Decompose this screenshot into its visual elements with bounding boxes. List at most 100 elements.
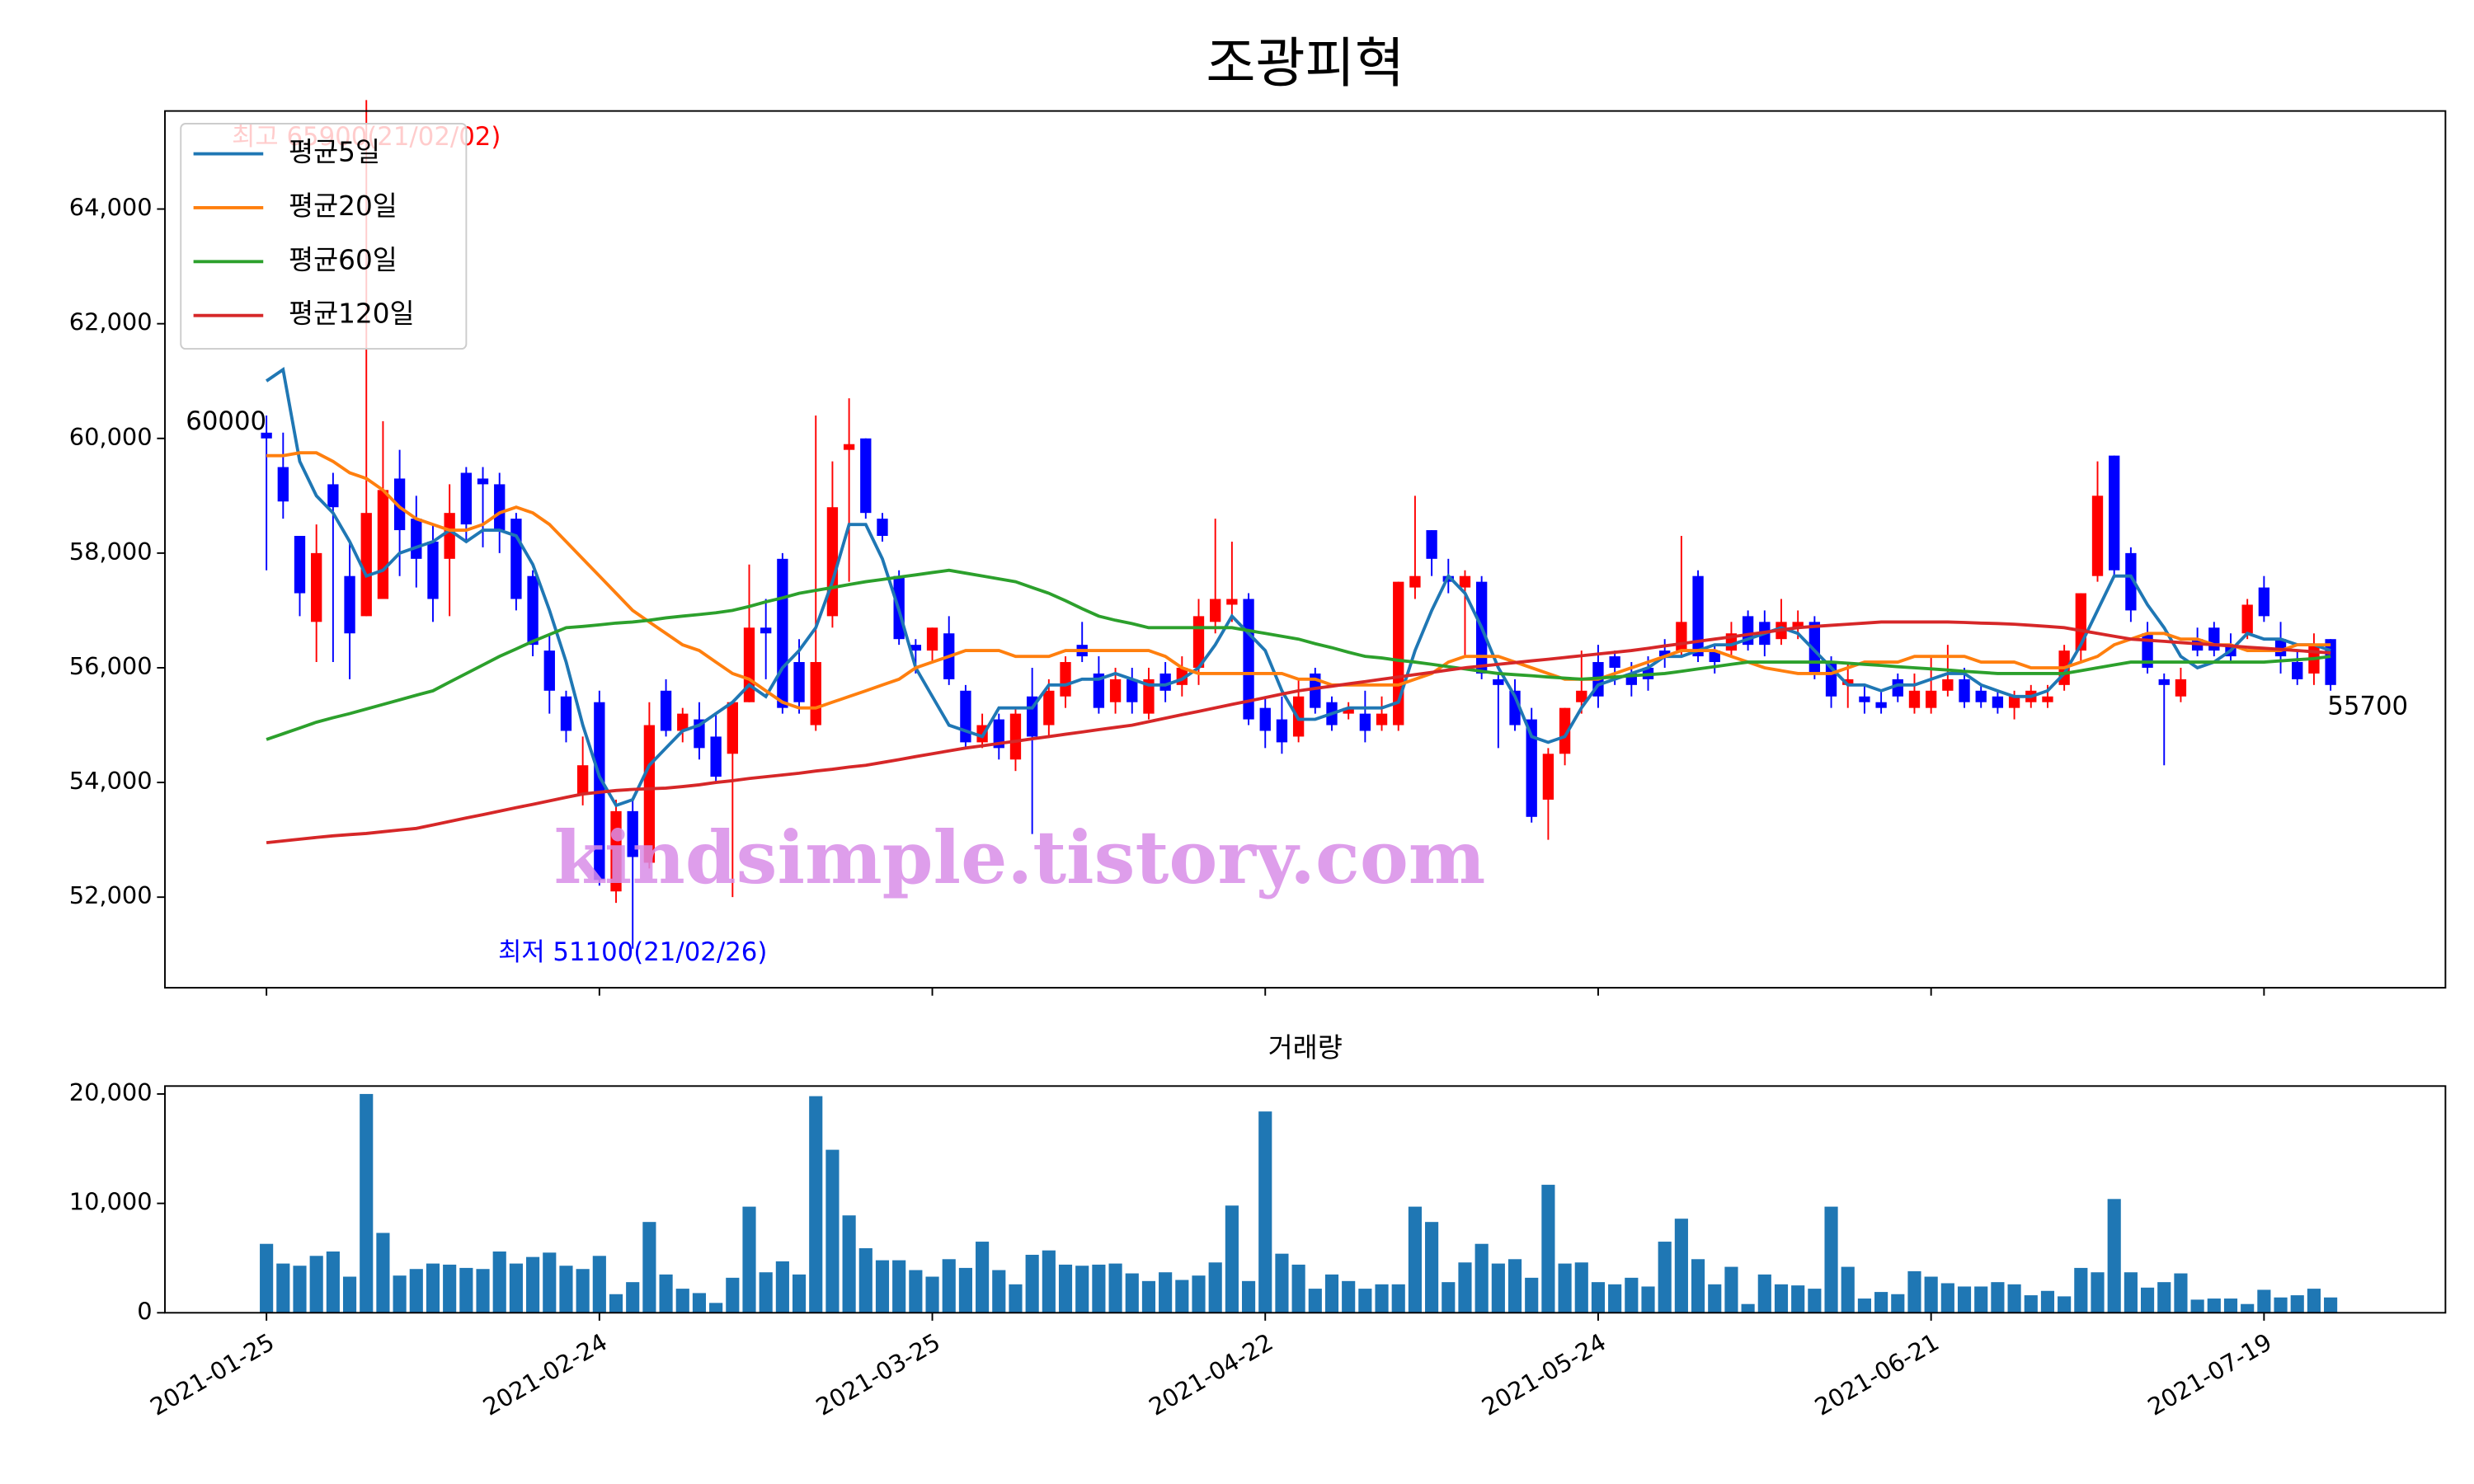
candle-body xyxy=(926,627,938,651)
candle-body xyxy=(1043,690,1055,726)
volume-bar xyxy=(1175,1280,1189,1313)
candle-body xyxy=(543,650,555,691)
legend-box xyxy=(180,123,468,350)
volume-bar xyxy=(559,1266,573,1313)
candle-body xyxy=(1792,622,1804,628)
candle-body xyxy=(2158,679,2170,685)
volume-bar xyxy=(825,1149,840,1313)
volume-bar xyxy=(1625,1277,1639,1313)
candle-body xyxy=(1226,599,1238,605)
volume-bar xyxy=(1291,1264,1305,1313)
candle-body xyxy=(660,690,672,731)
candle-body xyxy=(1609,656,1620,668)
legend-label: 평균20일 xyxy=(289,190,397,222)
candle-body xyxy=(1542,754,1554,800)
candle-body xyxy=(411,519,422,559)
candle-body xyxy=(1709,650,1720,663)
y-tick-label: 0 xyxy=(137,1297,152,1325)
low-annotation: 최저 51100(21/02/26) xyxy=(498,937,767,967)
candle-body xyxy=(377,490,389,599)
volume-bar xyxy=(1724,1266,1738,1313)
volume-bar xyxy=(1857,1298,1871,1313)
volume-bar xyxy=(726,1277,740,1313)
volume-bar xyxy=(1308,1289,1322,1313)
volume-bar xyxy=(2174,1273,2188,1313)
candle-body xyxy=(1343,707,1354,714)
ma-line xyxy=(266,620,2331,845)
candle-body xyxy=(1143,679,1155,714)
candle-body xyxy=(2091,495,2104,576)
volume-bar xyxy=(1940,1283,1954,1313)
candle-body xyxy=(494,484,506,531)
candle-body xyxy=(727,702,738,754)
candle-body xyxy=(993,719,1004,749)
candle-body xyxy=(1493,679,1504,685)
volume-bar xyxy=(576,1269,590,1313)
volume-bar xyxy=(1525,1277,1539,1313)
volume-bar xyxy=(2290,1295,2304,1313)
volume-bar xyxy=(2091,1272,2105,1313)
volume-bar xyxy=(875,1260,890,1313)
y-tick-label: 10,000 xyxy=(69,1188,153,1216)
volume-bar xyxy=(1408,1206,1422,1313)
volume-bar xyxy=(1475,1243,1489,1313)
candle-body xyxy=(1559,707,1571,754)
volume-bar xyxy=(759,1272,773,1313)
candle-body xyxy=(2125,552,2137,611)
y-tick-label: 64,000 xyxy=(69,194,153,222)
candle-body xyxy=(1060,662,1071,697)
volume-bar xyxy=(2074,1267,2088,1313)
watermark: kindsimple.tistory.com xyxy=(554,815,1486,900)
candle-body xyxy=(1925,690,1937,708)
volume-bar xyxy=(1125,1273,1139,1313)
volume-bar xyxy=(809,1096,823,1313)
volume-bar xyxy=(925,1276,939,1313)
candle-body xyxy=(1426,530,1437,559)
volume-bar xyxy=(2241,1303,2255,1313)
candle-body xyxy=(527,575,539,646)
candle-body xyxy=(1526,719,1537,817)
candle-body xyxy=(860,438,872,514)
candle-body xyxy=(760,627,772,634)
volume-bar xyxy=(1507,1259,1522,1313)
volume-bar xyxy=(1258,1111,1272,1313)
candle-body xyxy=(1676,622,1687,651)
volume-bar xyxy=(1075,1266,1089,1313)
candle-body xyxy=(2258,587,2270,617)
volume-bar xyxy=(2140,1287,2155,1313)
y-tick-label: 58,000 xyxy=(69,538,153,566)
volume-bar xyxy=(1608,1284,1622,1313)
y-tick-label: 56,000 xyxy=(69,652,153,680)
volume-bar xyxy=(1774,1284,1789,1313)
volume-bar xyxy=(1442,1282,1456,1313)
volume-bar xyxy=(1824,1206,1838,1313)
candle-body xyxy=(2241,604,2253,634)
volume-bar xyxy=(1391,1284,1405,1313)
volume-bar xyxy=(1841,1266,1855,1313)
volume-bar xyxy=(609,1294,623,1313)
volume-bar xyxy=(360,1093,374,1313)
ma-line xyxy=(266,451,2331,710)
volume-bar xyxy=(892,1260,906,1313)
volume-bar xyxy=(1275,1253,1289,1313)
candle-body xyxy=(2042,696,2053,702)
candle-body xyxy=(710,736,722,777)
volume-bar xyxy=(1791,1285,1805,1313)
candle-body xyxy=(1126,679,1138,702)
candle-body xyxy=(344,575,355,634)
volume-bar xyxy=(1159,1272,1173,1313)
candle-body xyxy=(1376,713,1388,726)
volume-bar xyxy=(543,1252,557,1313)
volume-bar xyxy=(2274,1297,2288,1313)
volume-bar xyxy=(1641,1286,1655,1313)
candle-body xyxy=(677,713,689,731)
volume-bar xyxy=(909,1270,923,1313)
volume-bar xyxy=(1025,1254,1039,1313)
candle-body xyxy=(826,507,839,617)
volume-bar xyxy=(1425,1222,1439,1313)
candle-body xyxy=(843,444,855,450)
candle-body xyxy=(643,725,656,863)
candle-body xyxy=(610,810,622,892)
y-tick-label: 62,000 xyxy=(69,308,153,336)
candle-body xyxy=(1875,702,1887,708)
